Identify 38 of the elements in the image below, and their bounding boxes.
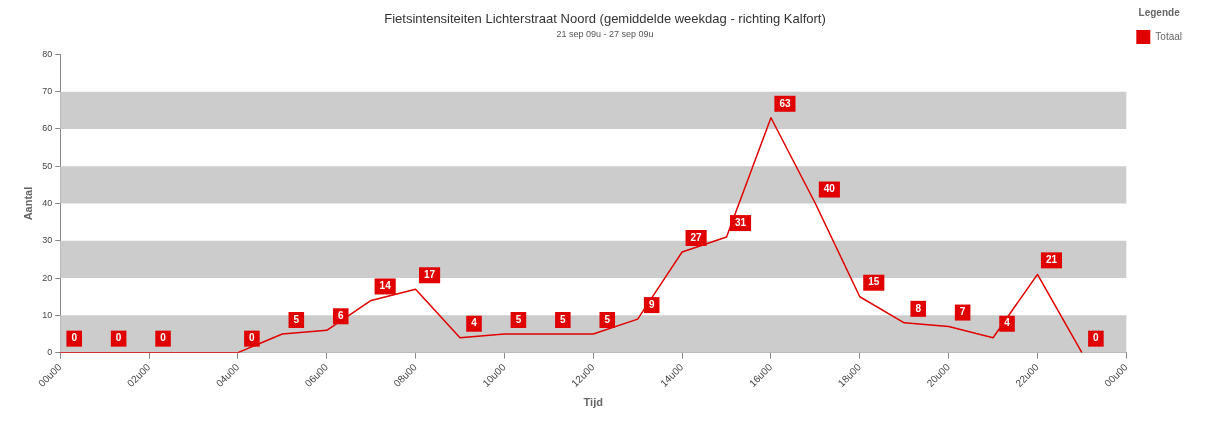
x-axis-title: Tijd xyxy=(583,396,603,409)
data-label: 17 xyxy=(424,269,436,281)
data-label: 4 xyxy=(1004,317,1011,329)
data-label: 0 xyxy=(115,332,122,344)
chart-title: Fietsintensiteiten Lichterstraat Noord (gemiddelde weekdag - richting Kalfort) xyxy=(384,11,826,27)
data-label: 5 xyxy=(604,313,611,325)
data-label: 5 xyxy=(515,313,522,325)
y-tick-label: 80 xyxy=(42,48,53,59)
y-tick-label: 0 xyxy=(47,347,53,358)
y-tick-label: 50 xyxy=(42,160,53,171)
y-tick-label: 40 xyxy=(42,198,53,209)
data-label: 27 xyxy=(690,231,703,243)
data-label: 5 xyxy=(560,313,567,325)
y-tick-label: 20 xyxy=(42,272,53,283)
data-label: 0 xyxy=(160,332,167,344)
y-axis-title: Aantal xyxy=(21,186,34,221)
data-label: 14 xyxy=(379,280,392,292)
data-label: 40 xyxy=(823,183,836,195)
legend-label: Totaal xyxy=(1155,30,1182,42)
data-label: 7 xyxy=(959,306,966,318)
data-label: 9 xyxy=(648,298,655,310)
data-label: 21 xyxy=(1045,254,1058,266)
data-label: 15 xyxy=(868,276,880,288)
y-tick-label: 30 xyxy=(42,235,53,246)
data-label: 31 xyxy=(734,216,747,228)
y-tick-label: 10 xyxy=(42,309,53,320)
data-label: 0 xyxy=(249,332,256,344)
chart-subtitle: 21 sep 09u - 27 sep 09u xyxy=(556,29,654,40)
data-label: 4 xyxy=(471,317,478,329)
data-label: 63 xyxy=(779,97,791,109)
data-label: 5 xyxy=(293,313,300,325)
data-label: 0 xyxy=(71,332,78,344)
data-label: 0 xyxy=(1093,332,1100,344)
data-label: 6 xyxy=(337,310,344,322)
y-tick-label: 60 xyxy=(42,123,53,134)
legend-title: Legende xyxy=(1138,6,1181,18)
y-tick-label: 70 xyxy=(42,86,53,97)
data-label: 8 xyxy=(915,302,922,314)
